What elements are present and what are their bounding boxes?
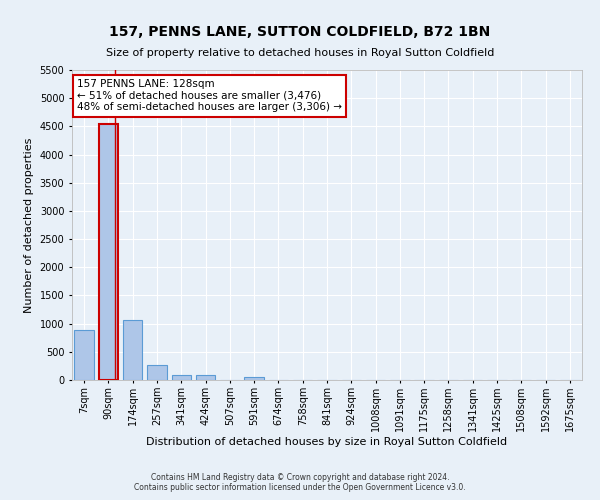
Text: Contains HM Land Registry data © Crown copyright and database right 2024.
Contai: Contains HM Land Registry data © Crown c… [134,473,466,492]
Bar [74,330,94,380]
Bar [147,364,167,380]
Text: 157 PENNS LANE: 128sqm
← 51% of detached houses are smaller (3,476)
48% of semi-: 157 PENNS LANE: 128sqm ← 51% of detached… [77,80,342,112]
X-axis label: Distribution of detached houses by size in Royal Sutton Coldfield: Distribution of detached houses by size … [146,436,508,446]
Bar [123,320,142,380]
Bar [196,376,215,380]
Text: Size of property relative to detached houses in Royal Sutton Coldfield: Size of property relative to detached ho… [106,48,494,58]
Bar [99,124,118,380]
Y-axis label: Number of detached properties: Number of detached properties [24,138,34,312]
Bar [172,376,191,380]
Bar [244,377,264,380]
Text: 157, PENNS LANE, SUTTON COLDFIELD, B72 1BN: 157, PENNS LANE, SUTTON COLDFIELD, B72 1… [109,25,491,39]
